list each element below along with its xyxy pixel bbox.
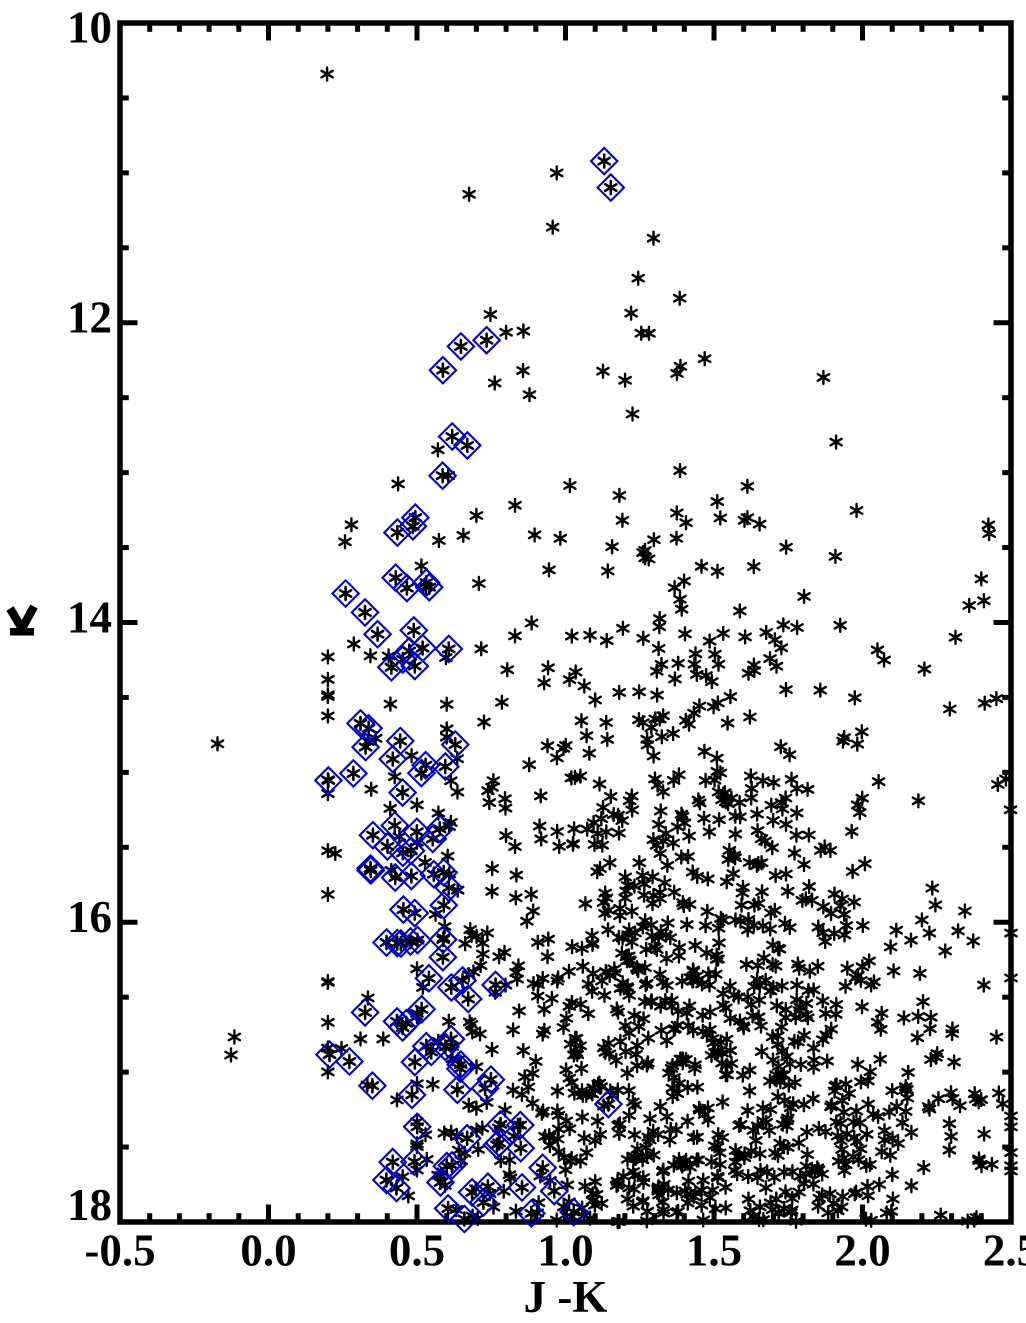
svg-text:J -K: J -K xyxy=(524,1272,608,1322)
svg-text:16: 16 xyxy=(67,892,112,942)
svg-text:18: 18 xyxy=(67,1180,112,1230)
svg-text:0.0: 0.0 xyxy=(240,1225,296,1275)
svg-text:12: 12 xyxy=(67,293,112,343)
svg-text:1.5: 1.5 xyxy=(686,1225,742,1275)
svg-text:0.5: 0.5 xyxy=(389,1225,445,1275)
svg-text:1.0: 1.0 xyxy=(537,1225,593,1275)
svg-text:2.5: 2.5 xyxy=(983,1225,1026,1275)
svg-text:2.0: 2.0 xyxy=(834,1225,890,1275)
svg-text:14: 14 xyxy=(67,592,112,642)
svg-text:10: 10 xyxy=(67,2,112,52)
svg-text:-0.5: -0.5 xyxy=(84,1225,155,1275)
